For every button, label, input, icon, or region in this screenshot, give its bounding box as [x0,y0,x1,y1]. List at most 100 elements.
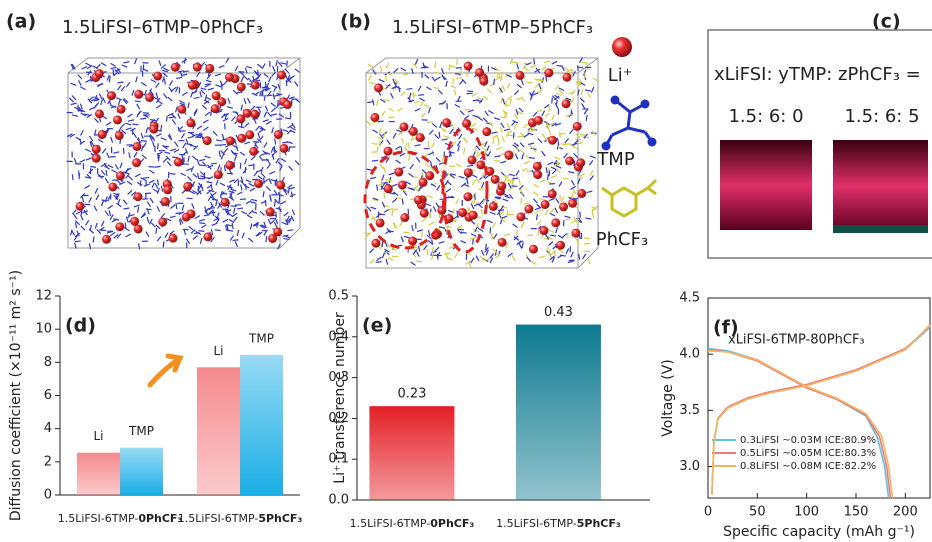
li-ion [528,244,538,254]
molecule [290,215,295,222]
molecule [267,111,272,118]
molecule [494,196,501,200]
molecule [224,123,226,130]
molecule [502,198,509,202]
molecule [564,218,571,221]
y-tick-label: 4.5 [679,291,700,306]
molecule [73,235,79,241]
molecule [125,173,130,179]
molecule [423,244,428,251]
molecule [369,258,375,265]
molecule [495,253,501,259]
molecule [400,91,406,97]
molecule [209,201,214,208]
value-label: 0.23 [397,387,426,402]
molecule [450,85,457,89]
molecule [477,227,484,233]
molecule [513,113,519,119]
molecule [86,113,93,119]
molecule [385,83,391,89]
molecule [520,221,525,227]
molecule [80,112,87,117]
molecule [226,225,229,232]
molecule [558,87,565,92]
molecule [277,83,281,90]
molecule [192,189,198,195]
li-ion [488,201,498,211]
molecule [514,153,519,160]
molecule [272,93,276,100]
molecule [479,255,485,261]
molecule [481,182,485,189]
molecule [187,155,190,163]
molecule [379,133,384,140]
molecule [426,234,432,240]
molecule [239,71,245,77]
li-ion [383,146,393,156]
molecule [533,183,540,189]
molecule [218,64,225,69]
molecule [493,159,501,162]
molecule [239,162,242,169]
molecule [273,221,278,228]
molecule [400,236,404,243]
molecule [80,193,86,199]
molecule [277,99,279,107]
molecule [581,253,587,260]
li-ion [572,121,582,131]
molecule [259,152,266,157]
molecule [587,258,591,265]
molecule [245,200,252,205]
molecule [519,132,526,138]
molecule [175,203,178,210]
molecule [265,186,271,192]
li-ion [463,61,473,71]
molecule [576,217,582,223]
molecule [509,98,513,105]
bar-label: Li [93,429,103,443]
molecule [489,257,494,264]
molecule [148,218,153,225]
molecule [527,142,535,146]
label-part: 1.5LiFSI-6TMP- [178,512,259,525]
molecule [85,157,92,161]
molecule [116,233,122,239]
molecule [415,238,422,241]
molecule [244,141,251,145]
molecule [454,72,461,76]
molecule [169,215,176,219]
molecule [525,170,533,173]
y-tick-label: 0.2 [328,411,349,426]
molecule [448,64,451,71]
molecule [74,220,81,226]
y-axis-label: Li⁺ transference number [332,312,348,484]
molecule [69,133,76,138]
molecule [70,102,77,106]
molecule [571,145,578,150]
molecule [383,192,386,199]
molecule [294,98,301,103]
molecule [504,233,511,237]
molecule [591,130,597,136]
molecule [472,114,479,118]
molecule [397,86,401,93]
molecule [431,122,438,128]
molecule [237,180,240,187]
molecule [378,127,382,134]
molecule [474,226,478,233]
molecule [573,152,579,159]
molecule [228,190,235,194]
molecule [507,252,513,258]
molecule [565,113,572,117]
molecule [392,221,396,229]
molecule [283,237,290,241]
molecule [433,86,440,89]
li-ion [568,198,578,208]
molecule [530,90,536,96]
molecule [522,123,528,129]
molecule [80,214,84,221]
molecule [155,82,160,88]
molecule [252,141,260,143]
x-tick-label: 200 [893,505,918,520]
label-part: 0PhCF₃ [138,512,182,525]
